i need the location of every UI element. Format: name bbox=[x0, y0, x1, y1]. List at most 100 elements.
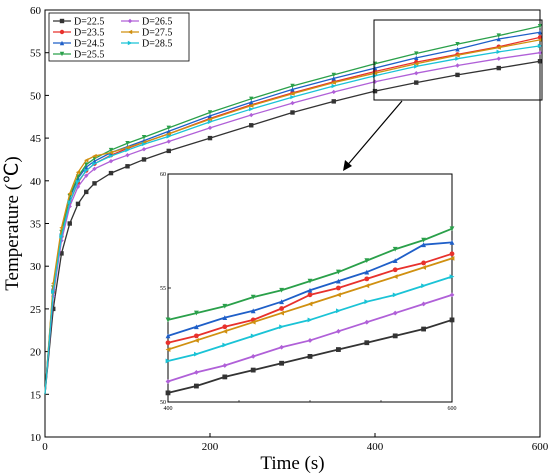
data-point bbox=[59, 251, 64, 256]
data-point bbox=[455, 41, 460, 47]
data-point bbox=[84, 173, 89, 178]
inset-series-D=27.5 bbox=[165, 255, 455, 352]
data-point bbox=[455, 56, 460, 61]
data-point bbox=[249, 103, 254, 108]
inset-data-point bbox=[421, 301, 426, 307]
inset-y-tick-label: 55 bbox=[160, 286, 166, 292]
inset-data-point bbox=[449, 240, 455, 245]
inset-data-point bbox=[307, 354, 313, 359]
inset-data-point bbox=[307, 292, 313, 298]
inset-data-point bbox=[449, 292, 455, 298]
inset-data-point bbox=[392, 267, 398, 273]
data-point bbox=[207, 125, 213, 131]
legend-item: D=26.5 bbox=[121, 17, 172, 28]
x-tick-label: 200 bbox=[202, 441, 219, 453]
data-point bbox=[414, 51, 419, 56]
x-tick-label: 600 bbox=[532, 441, 549, 453]
inset-data-point bbox=[194, 333, 199, 339]
data-point bbox=[59, 225, 64, 230]
data-point bbox=[207, 135, 213, 141]
data-point bbox=[108, 170, 114, 176]
y-tick-label: 40 bbox=[30, 176, 42, 188]
data-point bbox=[537, 50, 543, 55]
legend-item: D=25.5 bbox=[53, 50, 104, 61]
legend-marker bbox=[59, 40, 65, 46]
legend-label: D=25.5 bbox=[74, 50, 104, 61]
data-point bbox=[108, 150, 114, 155]
data-point bbox=[67, 199, 72, 205]
data-point bbox=[496, 56, 501, 61]
inset-data-point bbox=[421, 283, 426, 289]
inset-data-point bbox=[250, 354, 256, 359]
inset-data-point bbox=[250, 367, 256, 373]
data-point bbox=[414, 61, 419, 67]
inset-data-point bbox=[421, 265, 426, 270]
legend-marker bbox=[127, 29, 133, 35]
inset-data-point bbox=[279, 324, 284, 330]
y-tick-label: 35 bbox=[30, 219, 42, 231]
data-point bbox=[537, 43, 543, 49]
data-point bbox=[537, 37, 543, 43]
inset-data-point bbox=[336, 278, 341, 284]
data-point bbox=[331, 83, 336, 89]
x-tick-label: 0 bbox=[42, 441, 48, 453]
inset-data-point bbox=[364, 319, 370, 325]
data-point bbox=[84, 158, 89, 163]
data-point bbox=[537, 30, 543, 35]
data-point bbox=[455, 53, 460, 58]
inset-data-point bbox=[421, 326, 426, 332]
data-point bbox=[92, 166, 97, 172]
inset-data-point bbox=[307, 301, 313, 307]
inset-data-point bbox=[279, 306, 284, 311]
inset-data-point bbox=[336, 347, 341, 352]
inset-data-point bbox=[336, 308, 341, 314]
data-point bbox=[84, 168, 89, 173]
inset-data-point bbox=[194, 351, 199, 357]
inset-series-D=22.5 bbox=[165, 317, 455, 396]
inset-data-point bbox=[336, 292, 341, 298]
data-point bbox=[125, 145, 130, 150]
data-point bbox=[331, 99, 336, 104]
data-point bbox=[331, 80, 336, 85]
inset-x-tick-label: 600 bbox=[448, 406, 457, 412]
inset-series-D=23.5 bbox=[165, 251, 455, 346]
data-point bbox=[290, 100, 295, 106]
inset-data-point bbox=[307, 278, 313, 284]
inset-data-point bbox=[194, 338, 199, 343]
inset-data-point bbox=[279, 310, 284, 316]
inset-data-point bbox=[336, 285, 341, 291]
inset-data-point bbox=[364, 299, 370, 305]
series-line bbox=[44, 52, 541, 395]
legend-item: D=24.5 bbox=[53, 39, 104, 50]
inset-data-point bbox=[250, 308, 256, 314]
inset-data-point bbox=[165, 317, 171, 323]
inset-data-point bbox=[392, 292, 398, 298]
x-axis-title: Time (s) bbox=[260, 453, 324, 474]
inset-data-point bbox=[250, 319, 256, 325]
inset-y-tick-label: 60 bbox=[160, 172, 166, 178]
inset-series-D=25.5 bbox=[165, 226, 455, 323]
inset-data-point bbox=[364, 258, 370, 264]
inset-data-point bbox=[279, 360, 284, 366]
data-point bbox=[290, 110, 295, 115]
inset-data-point bbox=[279, 287, 284, 293]
data-point bbox=[414, 80, 419, 85]
y-tick-label: 10 bbox=[30, 432, 42, 444]
y-tick-label: 50 bbox=[30, 90, 42, 102]
data-point bbox=[496, 65, 501, 71]
legend-marker bbox=[59, 51, 65, 57]
zoom-arrow-line bbox=[344, 100, 403, 169]
inset-data-point bbox=[449, 226, 455, 232]
inset-data-point bbox=[165, 379, 171, 384]
inset-data-point bbox=[165, 333, 171, 339]
inset-data-point bbox=[392, 274, 398, 279]
y-tick-label: 15 bbox=[30, 389, 42, 401]
inset-data-point bbox=[364, 269, 370, 275]
inset-plot: 50 55 60 400 600 bbox=[160, 172, 457, 412]
inset-data-point bbox=[194, 383, 199, 389]
inset-data-point bbox=[421, 237, 426, 243]
data-point bbox=[141, 135, 147, 140]
legend-marker bbox=[59, 29, 65, 35]
inset-data-point bbox=[449, 251, 455, 257]
